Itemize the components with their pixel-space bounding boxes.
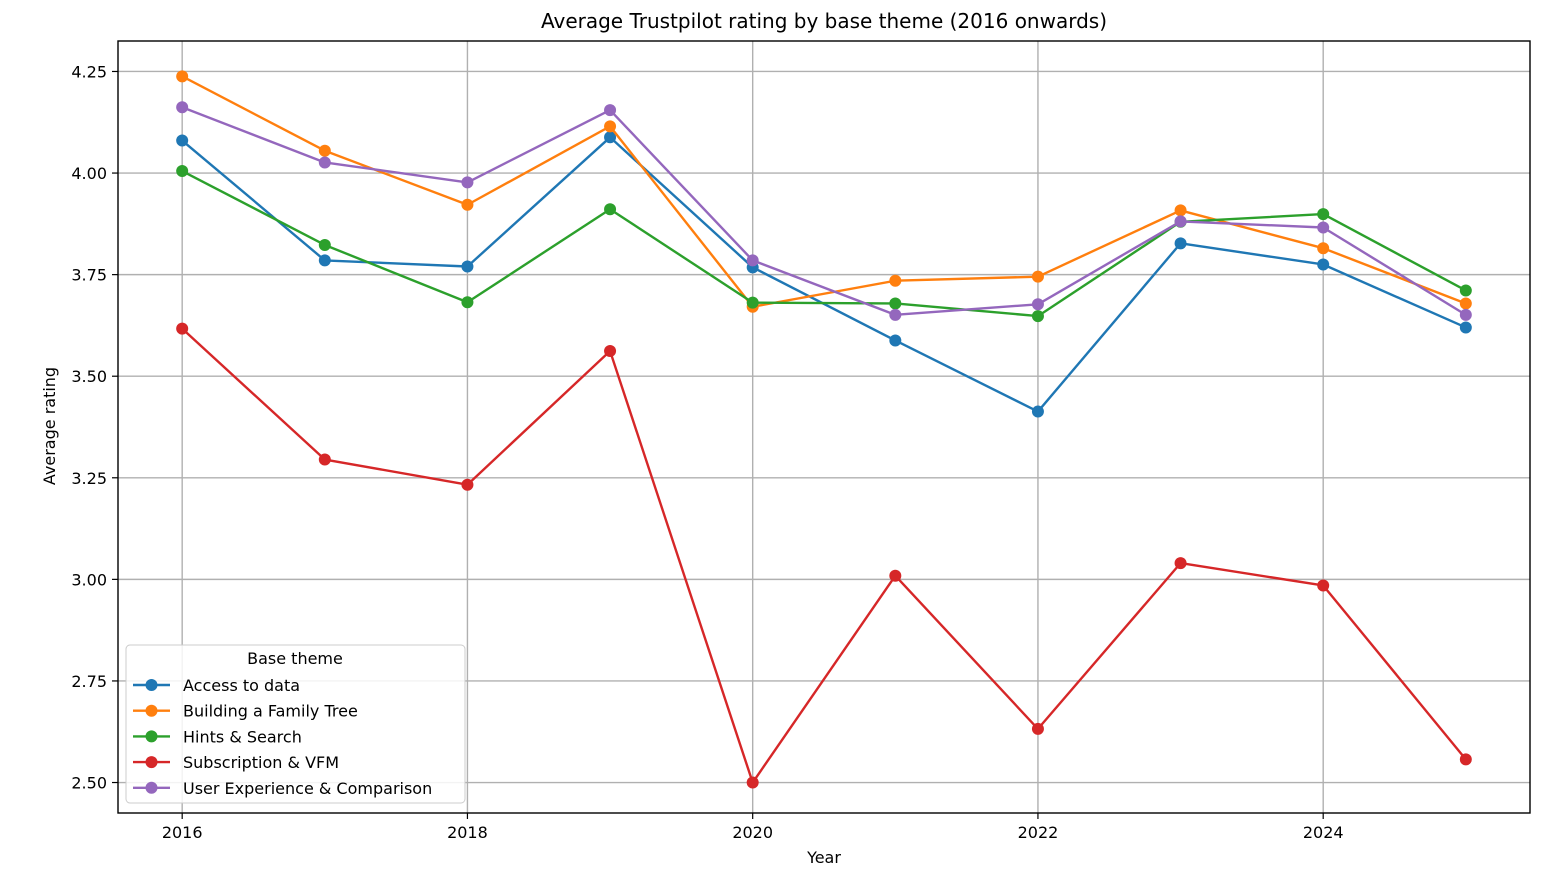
series-line-building-a-family-tree xyxy=(180,75,1468,308)
data-point-hints-search xyxy=(1031,310,1044,323)
data-point-access-to-data xyxy=(176,134,189,147)
x-axis-ticks: 2016 2018 2020 2022 2024 xyxy=(162,813,1344,842)
data-point-access-to-data xyxy=(604,131,617,144)
data-point-hints-search xyxy=(746,296,759,309)
data-point-hints-search xyxy=(318,238,331,251)
data-point-hints-search xyxy=(176,165,189,178)
data-point-access-to-data xyxy=(1031,405,1044,418)
data-point-access-to-data xyxy=(1459,321,1472,334)
y-tick-label: 3.50 xyxy=(71,367,107,386)
data-point-building-a-family-tree xyxy=(604,120,617,133)
data-point-user-experience-comparison xyxy=(1317,221,1330,234)
data-point-subscription-vfm xyxy=(746,776,759,789)
legend-swatch-marker xyxy=(145,730,158,743)
legend-entry-subscription-vfm: Subscription & VFM xyxy=(133,753,339,772)
legend-swatch-marker xyxy=(145,704,158,717)
data-point-subscription-vfm xyxy=(1031,722,1044,735)
x-tick-label: 2016 xyxy=(162,823,203,842)
legend-swatch-marker xyxy=(145,679,158,691)
series-line-subscription-vfm xyxy=(180,327,1468,784)
data-point-hints-search xyxy=(1459,284,1472,297)
data-point-building-a-family-tree xyxy=(1459,297,1472,310)
data-point-hints-search xyxy=(604,203,617,216)
series-building-a-family-tree xyxy=(176,70,1472,313)
y-tick-label: 2.50 xyxy=(71,774,107,793)
legend-entry-access-to-data: Access to data xyxy=(133,676,300,695)
y-tick-label: 3.00 xyxy=(71,570,107,589)
legend-box xyxy=(125,644,466,804)
legend-entry-building-a-family-tree: Building a Family Tree xyxy=(133,702,358,721)
data-point-hints-search xyxy=(461,296,474,309)
data-point-user-experience-comparison xyxy=(746,254,759,267)
legend-title: Base theme xyxy=(247,649,343,668)
data-point-subscription-vfm xyxy=(1174,557,1187,570)
data-point-access-to-data xyxy=(461,260,474,273)
data-point-subscription-vfm xyxy=(176,322,189,335)
data-point-subscription-vfm xyxy=(889,569,902,582)
data-point-subscription-vfm xyxy=(604,345,617,358)
x-tick-label: 2020 xyxy=(732,823,773,842)
series-lines xyxy=(176,70,1472,789)
data-point-hints-search xyxy=(889,297,902,310)
data-point-access-to-data xyxy=(1317,258,1330,271)
data-point-hints-search xyxy=(1317,208,1330,221)
data-point-subscription-vfm xyxy=(1317,579,1330,592)
legend-label: Subscription & VFM xyxy=(183,753,339,772)
data-point-user-experience-comparison xyxy=(889,308,902,321)
x-tick-label: 2018 xyxy=(447,823,488,842)
legend-label: User Experience & Comparison xyxy=(183,779,432,798)
y-axis-ticks: 2.50 2.75 3.00 3.25 3.50 3.75 4.00 4.25 xyxy=(71,62,118,793)
data-point-user-experience-comparison xyxy=(604,104,617,117)
series-subscription-vfm xyxy=(176,322,1472,789)
data-point-user-experience-comparison xyxy=(176,101,189,114)
chart-title: Average Trustpilot rating by base theme … xyxy=(541,9,1107,33)
data-point-user-experience-comparison xyxy=(461,176,474,189)
data-point-user-experience-comparison xyxy=(1174,215,1187,228)
data-point-user-experience-comparison xyxy=(1459,308,1472,321)
legend-swatch-marker xyxy=(145,781,158,794)
data-point-building-a-family-tree xyxy=(461,198,474,211)
data-point-building-a-family-tree xyxy=(1174,204,1187,217)
legend-swatch-marker xyxy=(145,756,158,769)
legend-label: Access to data xyxy=(183,676,300,695)
legend-entry-hints-search: Hints & Search xyxy=(133,727,302,746)
legend-label: Building a Family Tree xyxy=(183,702,358,721)
y-tick-label: 3.75 xyxy=(71,266,107,285)
data-point-user-experience-comparison xyxy=(318,156,331,169)
legend-entries: Access to data Building a Family Tree Hint… xyxy=(133,676,432,798)
plot-area-frame xyxy=(117,40,1531,814)
y-tick-label: 3.25 xyxy=(71,469,107,488)
series-line-hints-search xyxy=(180,169,1468,318)
data-point-building-a-family-tree xyxy=(889,274,902,287)
data-point-access-to-data xyxy=(1174,237,1187,250)
data-point-subscription-vfm xyxy=(461,478,474,491)
y-tick-label: 2.75 xyxy=(71,672,107,691)
data-point-access-to-data xyxy=(889,334,902,347)
y-axis-label: Average rating xyxy=(40,367,59,485)
data-point-building-a-family-tree xyxy=(176,70,189,83)
data-point-building-a-family-tree xyxy=(318,144,331,157)
y-tick-label: 4.25 xyxy=(71,62,107,81)
x-axis-label: Year xyxy=(806,848,841,867)
legend: Base theme Access to data Building a Fami… xyxy=(125,644,466,804)
legend-label: Hints & Search xyxy=(183,727,302,746)
data-point-subscription-vfm xyxy=(1459,753,1472,766)
y-tick-label: 4.00 xyxy=(71,164,107,183)
data-point-subscription-vfm xyxy=(318,453,331,466)
data-point-building-a-family-tree xyxy=(1031,270,1044,283)
x-tick-label: 2024 xyxy=(1303,823,1344,842)
data-point-access-to-data xyxy=(318,254,331,267)
grid xyxy=(118,41,1530,813)
legend-entry-user-experience-comparison: User Experience & Comparison xyxy=(133,779,432,798)
data-point-building-a-family-tree xyxy=(1317,242,1330,255)
series-user-experience-comparison xyxy=(176,101,1472,321)
x-tick-label: 2022 xyxy=(1018,823,1059,842)
series-line-user-experience-comparison xyxy=(180,106,1468,317)
data-point-user-experience-comparison xyxy=(1031,298,1044,311)
